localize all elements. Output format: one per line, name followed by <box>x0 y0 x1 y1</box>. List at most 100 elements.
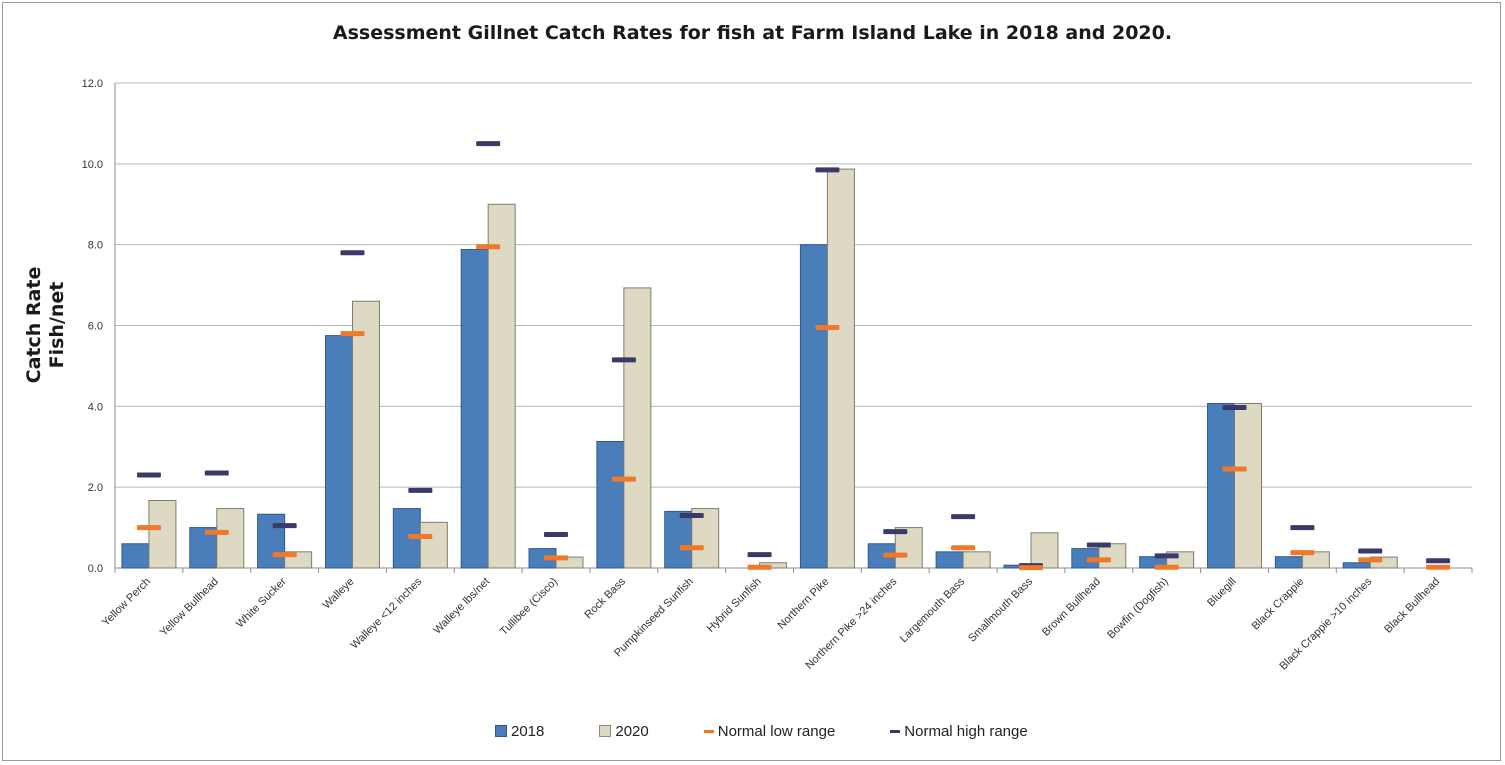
x-category-label: Tullibee (Cisco) <box>498 576 560 638</box>
bar-2020 <box>1234 403 1263 569</box>
bar-2018 <box>1342 562 1371 569</box>
x-category-label: Yellow Perch <box>100 576 153 629</box>
x-category-label: Largemouth Bass <box>898 575 968 645</box>
marker-normal-low <box>951 545 976 551</box>
bar-2018 <box>324 335 353 569</box>
legend-item-2020: 2020 <box>599 722 649 740</box>
bar-2018 <box>257 513 286 569</box>
marker-normal-low <box>747 564 772 570</box>
bar-2020 <box>555 556 584 569</box>
legend-swatch-2020 <box>599 725 612 737</box>
x-category-label: Rock Bass <box>582 575 628 621</box>
marker-normal-low <box>408 533 433 539</box>
y-tick-label: 0.0 <box>88 563 103 575</box>
marker-normal-low <box>544 555 569 561</box>
marker-normal-high <box>1154 553 1179 559</box>
x-category-label: Pumpkinseed Sunfish <box>612 576 696 660</box>
marker-normal-high <box>679 512 704 518</box>
legend-label-2020: 2020 <box>615 722 649 740</box>
marker-normal-low <box>1154 564 1179 570</box>
bar-2020 <box>826 168 855 569</box>
y-tick-label: 6.0 <box>88 321 103 333</box>
bar-2018 <box>799 244 828 569</box>
bar-2020 <box>1030 532 1059 569</box>
marker-normal-high <box>1290 525 1315 531</box>
marker-normal-high <box>883 529 908 535</box>
marker-normal-high <box>340 250 365 256</box>
legend-item-normal-high: Normal high range <box>890 722 1028 740</box>
bar-2018 <box>1207 403 1236 569</box>
bar-2020 <box>487 203 516 569</box>
y-tick-label: 8.0 <box>88 240 103 252</box>
legend: 2018 2020 Normal low range Normal high r… <box>495 720 1083 742</box>
marker-normal-high <box>476 141 501 147</box>
bar-2020 <box>1098 543 1127 569</box>
x-category-label: Black Bullhead <box>1382 576 1442 636</box>
marker-normal-low <box>1426 564 1451 570</box>
bar-2020 <box>419 521 448 569</box>
marker-normal-high <box>204 470 229 476</box>
marker-normal-high <box>408 487 433 493</box>
marker-normal-low <box>815 325 840 331</box>
marker-normal-high <box>815 167 840 173</box>
marker-normal-low <box>1358 557 1383 563</box>
legend-label-normal-low: Normal low range <box>717 722 836 740</box>
legend-label-normal-high: Normal high range <box>904 722 1028 740</box>
legend-label-2018: 2018 <box>511 722 545 740</box>
y-tick-label: 2.0 <box>88 482 103 494</box>
marker-normal-high <box>1086 542 1111 548</box>
y-tick-label: 12.0 <box>82 78 103 90</box>
x-category-label: Walleye lbs/net <box>431 576 492 637</box>
bar-2020 <box>691 508 720 569</box>
legend-marker-normal-high <box>890 729 901 733</box>
y-tick-label: 10.0 <box>82 159 103 171</box>
bar-2018 <box>935 551 964 569</box>
marker-normal-low <box>476 244 501 250</box>
x-category-label: Walleye <box>321 576 357 612</box>
legend-item-normal-low: Normal low range <box>703 722 836 740</box>
marker-normal-low <box>679 545 704 551</box>
legend-marker-normal-low <box>703 729 714 733</box>
marker-normal-high <box>951 514 976 520</box>
bar-2020 <box>148 500 177 569</box>
bar-2018 <box>596 440 625 569</box>
x-category-label: Bluegill <box>1205 576 1239 610</box>
x-category-label: Walleye <12 inches <box>349 575 425 651</box>
bar-2018 <box>121 543 150 569</box>
x-category-label: White Sucker <box>234 575 289 630</box>
marker-normal-high <box>611 357 636 363</box>
x-category-label: Brown Bullhead <box>1040 576 1103 639</box>
x-category-label: Hybrid Sunfish <box>705 576 764 635</box>
x-category-label: Smallmouth Bass <box>966 575 1035 644</box>
marker-normal-low <box>204 529 229 535</box>
marker-normal-high <box>544 531 569 537</box>
marker-normal-low <box>1290 550 1315 556</box>
marker-normal-high <box>1426 558 1451 564</box>
marker-normal-low <box>340 331 365 337</box>
bar-2020 <box>1369 556 1398 569</box>
x-category-label: Black Crappie <box>1250 576 1307 633</box>
marker-normal-high <box>1358 548 1383 554</box>
bar-2018 <box>664 510 693 569</box>
marker-normal-high <box>1222 405 1247 411</box>
bar-2020 <box>351 300 380 569</box>
marker-normal-low <box>1086 557 1111 563</box>
marker-normal-low <box>1018 565 1043 571</box>
marker-normal-high <box>747 552 772 558</box>
legend-swatch-2018 <box>495 725 507 737</box>
x-category-label: Bowfin (Dogfish) <box>1105 576 1171 642</box>
y-tick-label: 4.0 <box>88 401 103 413</box>
marker-normal-low <box>272 552 297 558</box>
bar-2020 <box>1301 551 1330 569</box>
bar-2020 <box>216 508 245 569</box>
marker-normal-low <box>1222 466 1247 472</box>
marker-normal-low <box>611 476 636 482</box>
bar-2020 <box>962 551 991 569</box>
chart-title: Assessment Gillnet Catch Rates for fish … <box>332 22 1173 44</box>
x-category-label: Yellow Bullhead <box>158 576 221 639</box>
marker-normal-low <box>883 552 908 558</box>
bar-2018 <box>1274 556 1303 569</box>
marker-normal-high <box>272 523 297 529</box>
